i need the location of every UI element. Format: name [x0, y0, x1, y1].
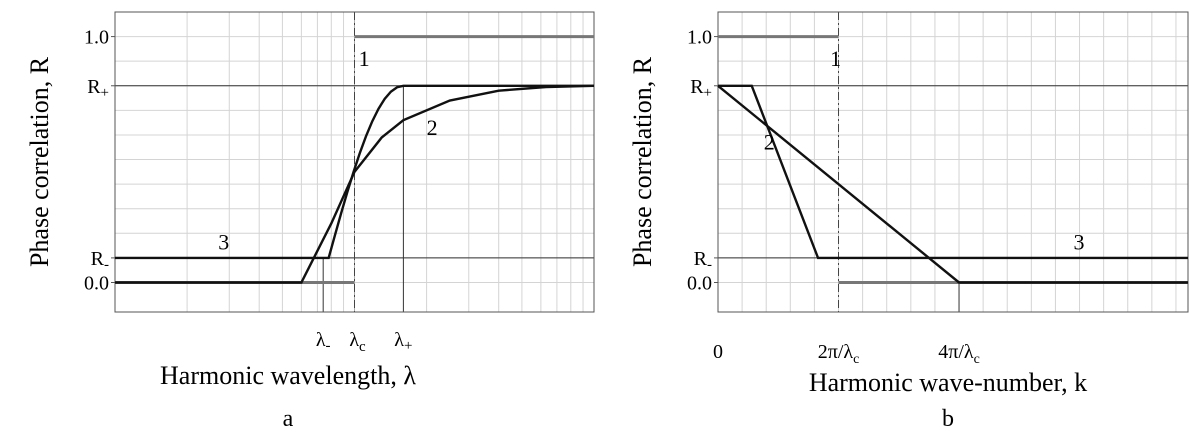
series-label-3-b: 3 [1074, 229, 1085, 254]
panel-label-b: b [942, 406, 954, 432]
x-axis-label-b: Harmonic wave-number, k [809, 368, 1087, 397]
series-label-3-a: 3 [218, 229, 229, 254]
x-tick-label-a: λ+ [394, 329, 412, 354]
x-tick-label-b: 2π/λc [818, 341, 860, 367]
chart-b: 1 2 3 1.0 R+ R-0.0 0 2π/λc 4π/λc Phase correlat… [628, 11, 1189, 432]
series-label-2-a: 2 [427, 115, 438, 140]
grid-a [115, 12, 594, 312]
y-tick-label-a: 0.0 [84, 272, 109, 294]
series-a: 1 2 3 [115, 35, 595, 284]
y-tick-label-a: R+ [87, 76, 109, 101]
plot-frame-a [114, 11, 595, 313]
y-tick-label-a: 1.0 [84, 27, 109, 49]
y-tick-label-b: 0.0 [687, 272, 712, 294]
x-tick-label-a: λ- [316, 329, 331, 354]
chart-a: 1 2 3 1.0 R+ R-0.0 λ-λc λ+ Phase correlation, … [25, 11, 595, 432]
x-axis-label-a: Harmonic wavelength, λ [160, 361, 416, 390]
plot-frame-b [717, 11, 1189, 313]
series-2-line-a [115, 84, 595, 284]
series-label-2-b: 2 [764, 130, 775, 155]
series-label-1-b: 1 [830, 46, 841, 71]
grid-b [718, 12, 1188, 312]
x-tick-label-b: 4π/λc [938, 341, 980, 367]
y-axis-label-a: Phase correlation, R [25, 56, 54, 267]
y-tick-label-b: 1.0 [687, 27, 712, 49]
x-tick-label-b: 0 [713, 341, 723, 363]
series-3-line-b [718, 84, 1188, 260]
y-axis-label-b: Phase correlation, R [628, 56, 657, 267]
y-tick-label-b: R- [694, 248, 712, 273]
y-tick-label-b: R+ [690, 76, 712, 101]
x-tick-label-a: λc [349, 329, 366, 355]
series-b: 1 2 3 [717, 35, 1188, 284]
ticks-a: 1.0 R+ R-0.0 λ-λc λ+ [84, 27, 412, 355]
panel-label-a: a [283, 406, 294, 432]
ticks-b: 1.0 R+ R-0.0 0 2π/λc 4π/λc [687, 27, 980, 367]
series-2-line-b [717, 84, 1188, 284]
series-3-line-a [115, 84, 594, 260]
y-tick-label-a: R- [91, 248, 109, 273]
series-label-1-a: 1 [359, 46, 370, 71]
